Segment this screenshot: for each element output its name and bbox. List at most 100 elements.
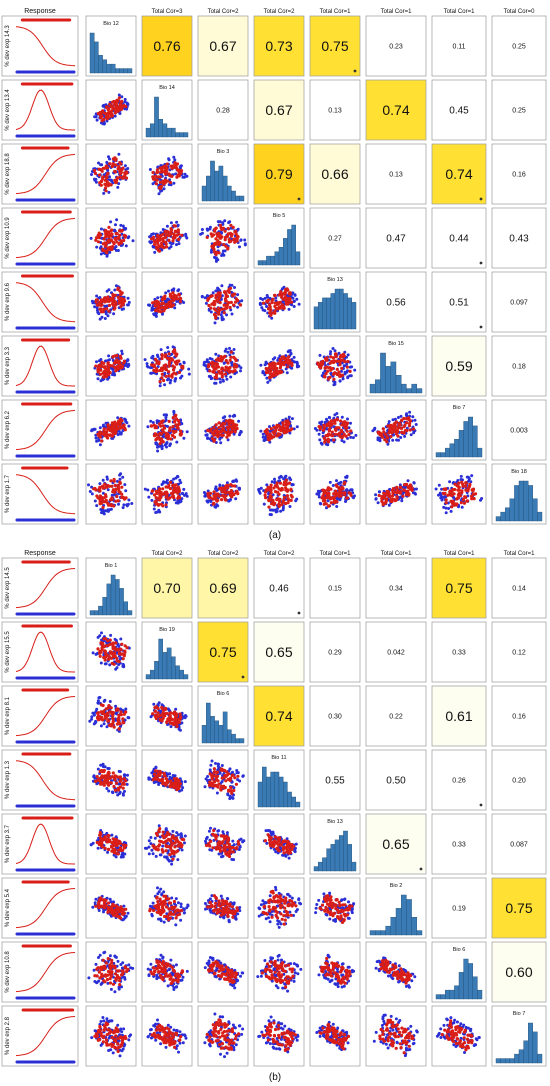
presence-point	[168, 180, 173, 185]
histogram-bar	[93, 41, 99, 74]
presence-point	[206, 491, 210, 495]
presence-point	[405, 429, 409, 433]
absence-point	[209, 310, 213, 314]
presence-point	[121, 717, 125, 721]
absence-point	[105, 477, 109, 481]
presence-point	[104, 368, 108, 372]
absence-point	[261, 308, 265, 312]
presence-point	[465, 499, 470, 503]
presence-point	[335, 367, 339, 371]
absence-point	[159, 231, 163, 235]
presence-point	[160, 353, 164, 357]
absence-point	[406, 479, 410, 483]
presence-point	[115, 426, 119, 430]
presence-point	[220, 490, 224, 494]
histogram-bar	[218, 165, 224, 202]
presence-point	[102, 655, 106, 660]
presence-point	[330, 430, 334, 434]
presence-point	[290, 427, 294, 431]
absence-point	[295, 497, 299, 501]
presence-point	[111, 716, 115, 720]
absence-point	[107, 789, 111, 793]
presence-point	[389, 430, 393, 434]
presence-point	[115, 98, 119, 102]
presence-point	[329, 355, 333, 359]
absence-point	[148, 168, 152, 171]
presence-point	[173, 229, 177, 233]
absence-point	[150, 498, 154, 502]
histogram-bar	[347, 297, 353, 330]
histogram-bar	[440, 452, 446, 458]
presence-point	[163, 235, 168, 239]
absence-point	[223, 219, 227, 223]
presence-point	[118, 233, 122, 237]
absence-point	[225, 377, 229, 381]
presence-point	[162, 781, 167, 786]
absence-point	[214, 289, 218, 293]
absence-point	[259, 429, 263, 433]
absence-point	[205, 433, 209, 437]
absence-point	[223, 415, 227, 419]
presence-point	[94, 364, 98, 368]
correlation-value: 0.75	[445, 580, 472, 596]
presence-point	[116, 364, 120, 368]
presence-point	[211, 497, 215, 501]
presence-point	[106, 424, 110, 428]
presence-point	[331, 356, 335, 360]
correlation-cell	[491, 143, 547, 205]
absence-point	[87, 483, 90, 487]
histogram-bar	[235, 738, 241, 744]
absence-point	[234, 497, 238, 501]
absence-point	[143, 358, 147, 362]
presence-point	[261, 301, 266, 305]
absence-point	[127, 498, 131, 502]
presence-point	[157, 498, 161, 502]
presence-point	[233, 426, 238, 430]
presence-point	[177, 174, 181, 178]
presence-point	[228, 286, 233, 290]
response-axis-label: % dev exp 1.7	[5, 474, 11, 513]
absence-point	[175, 243, 178, 247]
absence-point	[95, 306, 99, 310]
presence-point	[286, 365, 290, 369]
absence-point	[89, 236, 93, 240]
presence-point	[174, 296, 178, 300]
presence-point	[227, 238, 231, 242]
presence-point	[277, 369, 281, 373]
presence-point	[232, 303, 236, 307]
absence-point	[177, 242, 181, 246]
presence-point	[106, 773, 111, 777]
presence-point	[111, 302, 115, 306]
presence-point	[117, 105, 121, 109]
absence-point	[317, 432, 321, 436]
presence-point	[178, 300, 182, 304]
presence-point	[167, 374, 171, 378]
correlation-cell	[365, 79, 427, 141]
response-panel	[1, 463, 79, 525]
absence-point	[170, 352, 174, 356]
presence-point	[160, 705, 164, 710]
presence-point	[99, 310, 103, 314]
absence-point	[403, 434, 407, 438]
presence-point	[114, 231, 118, 236]
response-panel	[1, 621, 79, 683]
absence-point	[145, 362, 149, 366]
presence-point	[472, 496, 476, 501]
presence-point	[220, 227, 225, 231]
presence-point	[104, 232, 108, 236]
absence-point	[108, 700, 112, 703]
response-header: Response	[24, 550, 56, 557]
histogram-bar	[495, 516, 501, 522]
presence-point	[122, 777, 126, 781]
absence-point	[287, 415, 291, 419]
presence-point	[168, 426, 172, 430]
presence-point	[117, 713, 121, 717]
presence-point	[266, 485, 270, 489]
presence-point	[163, 164, 167, 168]
correlation-value: 0.65	[265, 644, 292, 660]
presence-point	[119, 304, 123, 308]
absence-point	[261, 370, 265, 373]
presence-point	[107, 309, 111, 313]
presence-point	[111, 293, 115, 297]
